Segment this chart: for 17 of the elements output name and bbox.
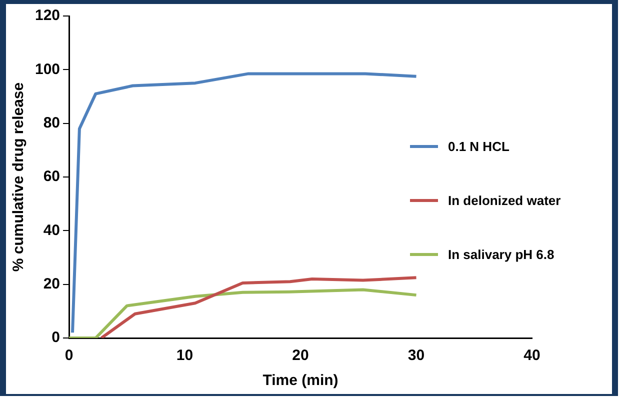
- x-tick-label: 0: [64, 347, 74, 364]
- y-tick-label: 20: [43, 275, 60, 292]
- y-tick-label: 100: [34, 60, 60, 78]
- y-axis-title: % cumulative drug release: [10, 82, 28, 272]
- y-tick-label: 40: [43, 222, 60, 239]
- y-tick-label: 60: [43, 168, 60, 186]
- legend-label: In delonized water: [448, 192, 561, 208]
- y-tick-label: 80: [43, 114, 60, 132]
- x-axis-title: Time (min): [262, 372, 338, 390]
- y-tick-label: 120: [34, 7, 60, 24]
- y-tick-label: 0: [52, 329, 60, 346]
- x-tick-label: 10: [176, 347, 194, 364]
- legend-label: 0.1 N HCL: [448, 138, 510, 154]
- x-tick-label: 40: [524, 347, 540, 364]
- legend-label: In salivary pH 6.8: [448, 246, 554, 262]
- x-tick-label: 30: [408, 347, 425, 364]
- x-tick-label: 20: [292, 347, 309, 364]
